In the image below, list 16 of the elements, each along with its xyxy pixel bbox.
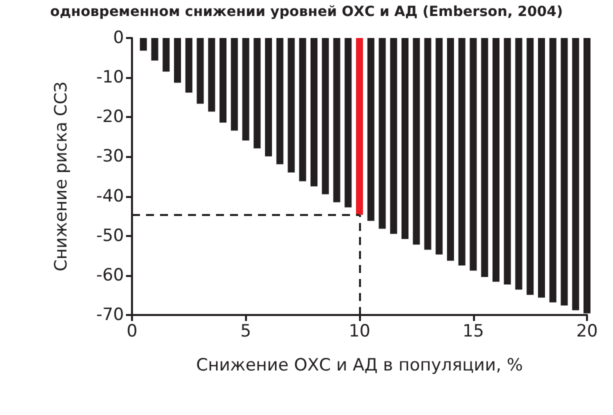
y-tick-label: -20 xyxy=(96,107,124,128)
x-tick-label: 10 xyxy=(348,322,370,342)
x-axis-title: Снижение ОХС и АД в популяции, % xyxy=(196,356,523,376)
y-axis-title: Снижение риска ССЗ xyxy=(52,82,72,272)
y-tick-label: -40 xyxy=(96,186,124,206)
y-tick-label: -10 xyxy=(96,68,124,88)
chart-title: одновременном снижении уровней ОХС и АД (Emberson, 2004) xyxy=(50,4,563,20)
y-tick-label: -50 xyxy=(96,226,124,246)
y-tick-label: -30 xyxy=(96,146,124,167)
x-tick-label: 15 xyxy=(462,322,484,342)
x-tick-label: 0 xyxy=(126,322,138,342)
y-tick-label: -70 xyxy=(96,305,124,325)
y-tick-label: 0 xyxy=(113,28,124,48)
x-tick-label: 5 xyxy=(240,322,252,342)
x-tick-label: 20 xyxy=(576,322,598,342)
y-tick-label: -60 xyxy=(96,265,124,286)
